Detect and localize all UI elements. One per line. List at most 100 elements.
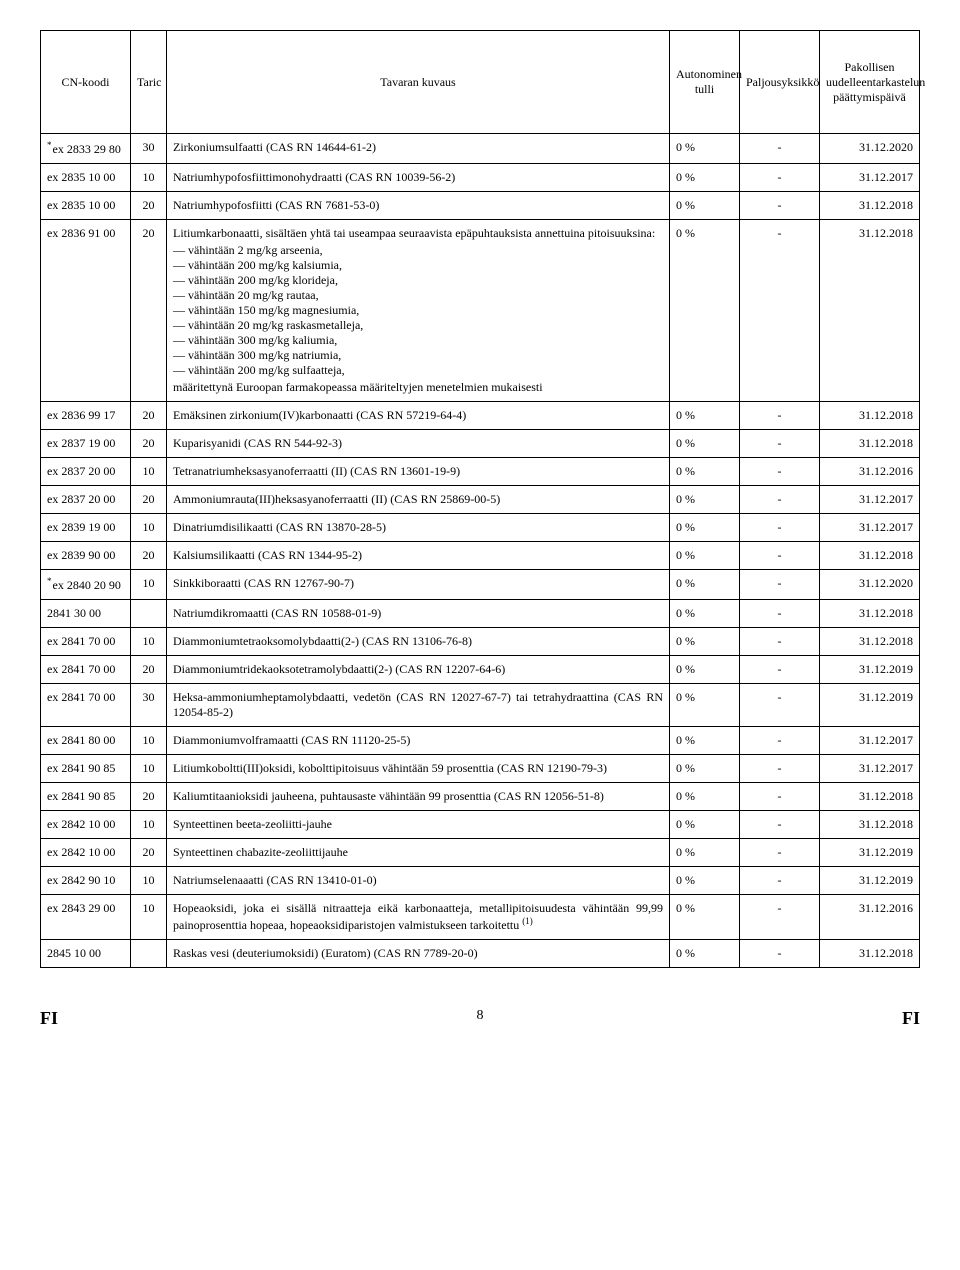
cell-taric: 10 [131,727,167,755]
table-row: ex 2836 99 1720Emäksinen zirkonium(IV)ka… [41,402,920,430]
table-row: ex 2833 29 8030Zirkoniumsulfaatti (CAS R… [41,134,920,164]
cell-description: Ammoniumrauta(III)heksasyanoferraatti (I… [167,486,670,514]
table-row: ex 2839 19 0010Dinatriumdisilikaatti (CA… [41,514,920,542]
table-header: CN-koodi Taric Tavaran kuvaus Autonomine… [41,31,920,134]
cell-cn: ex 2841 70 00 [41,628,131,656]
table-row: ex 2839 90 0020Kalsiumsilikaatti (CAS RN… [41,542,920,570]
cell-description: Synteettinen beeta-zeoliitti-jauhe [167,811,670,839]
cell-description: Natriumdikromaatti (CAS RN 10588-01-9) [167,600,670,628]
cell-paljous: - [740,134,820,164]
cell-description: Kuparisyanidi (CAS RN 544-92-3) [167,430,670,458]
cell-cn: ex 2842 90 10 [41,867,131,895]
cell-paljous: - [740,656,820,684]
table-body: ex 2833 29 8030Zirkoniumsulfaatti (CAS R… [41,134,920,968]
cell-paljous: - [740,628,820,656]
cell-taric: 10 [131,811,167,839]
cell-paljous: - [740,727,820,755]
header-date: Pakollisen uudelleentarkastelun päättymi… [820,31,920,134]
cell-date: 31.12.2020 [820,570,920,600]
cell-tulli: 0 % [670,514,740,542]
cell-cn: ex 2835 10 00 [41,192,131,220]
cell-tulli: 0 % [670,134,740,164]
cell-taric: 20 [131,839,167,867]
table-row: ex 2841 70 0020Diammoniumtridekaoksotetr… [41,656,920,684]
cell-date: 31.12.2019 [820,867,920,895]
cell-date: 31.12.2019 [820,839,920,867]
cell-taric: 10 [131,458,167,486]
cell-cn: ex 2841 80 00 [41,727,131,755]
cell-tulli: 0 % [670,600,740,628]
footer-right: FI [902,1008,920,1029]
cell-cn: ex 2843 29 00 [41,895,131,940]
cell-date: 31.12.2017 [820,486,920,514]
cell-date: 31.12.2018 [820,811,920,839]
cell-taric: 10 [131,867,167,895]
cell-description: Synteettinen chabazite-zeoliittijauhe [167,839,670,867]
cell-paljous: - [740,684,820,727]
cell-date: 31.12.2019 [820,684,920,727]
cell-cn: ex 2836 99 17 [41,402,131,430]
table-row: ex 2841 80 0010Diammoniumvolframaatti (C… [41,727,920,755]
cell-description: Dinatriumdisilikaatti (CAS RN 13870-28-5… [167,514,670,542]
table-row: ex 2842 90 1010Natriumselenaaatti (CAS R… [41,867,920,895]
table-row: ex 2841 70 0030Heksa-ammoniumheptamolybd… [41,684,920,727]
cell-cn: ex 2841 90 85 [41,783,131,811]
table-row: ex 2842 10 0010Synteettinen beeta-zeolii… [41,811,920,839]
cell-cn: ex 2841 70 00 [41,684,131,727]
cell-taric: 20 [131,220,167,402]
cell-paljous: - [740,839,820,867]
table-row: ex 2841 70 0010Diammoniumtetraoksomolybd… [41,628,920,656]
cell-date: 31.12.2018 [820,192,920,220]
table-row: ex 2842 10 0020Synteettinen chabazite-ze… [41,839,920,867]
table-row: ex 2835 10 0010Natriumhypofosfiittimonoh… [41,164,920,192]
footer-page: 8 [477,1008,484,1029]
cell-paljous: - [740,220,820,402]
cell-paljous: - [740,600,820,628]
cell-taric: 10 [131,895,167,940]
cell-paljous: - [740,164,820,192]
cell-tulli: 0 % [670,940,740,968]
cell-tulli: 0 % [670,570,740,600]
cell-date: 31.12.2017 [820,164,920,192]
tariff-table: CN-koodi Taric Tavaran kuvaus Autonomine… [40,30,920,968]
cell-tulli: 0 % [670,727,740,755]
cell-taric: 20 [131,402,167,430]
cell-paljous: - [740,192,820,220]
cell-date: 31.12.2017 [820,514,920,542]
cell-cn: ex 2837 19 00 [41,430,131,458]
cell-date: 31.12.2018 [820,542,920,570]
cell-tulli: 0 % [670,192,740,220]
table-row: ex 2835 10 0020Natriumhypofosfiitti (CAS… [41,192,920,220]
cell-tulli: 0 % [670,656,740,684]
cell-description: Hopeaoksidi, joka ei sisällä nitraatteja… [167,895,670,940]
cell-cn: ex 2839 19 00 [41,514,131,542]
cell-taric: 20 [131,783,167,811]
cell-date: 31.12.2018 [820,628,920,656]
cell-paljous: - [740,514,820,542]
table-row: 2841 30 00 Natriumdikromaatti (CAS RN 105… [41,600,920,628]
cell-cn: 2841 30 00 [41,600,131,628]
cell-date: 31.12.2018 [820,430,920,458]
cell-date: 31.12.2016 [820,458,920,486]
cell-tulli: 0 % [670,628,740,656]
cell-cn: ex 2837 20 00 [41,486,131,514]
cell-tulli: 0 % [670,430,740,458]
cell-taric: 20 [131,486,167,514]
cell-tulli: 0 % [670,867,740,895]
header-palj: Paljousyksikkö [740,31,820,134]
cell-date: 31.12.2018 [820,600,920,628]
cell-cn: ex 2841 70 00 [41,656,131,684]
table-row: ex 2841 90 8520Kaliumtitaanioksidi jauhe… [41,783,920,811]
cell-cn: ex 2839 90 00 [41,542,131,570]
cell-date: 31.12.2020 [820,134,920,164]
table-row: ex 2840 20 9010Sinkkiboraatti (CAS RN 12… [41,570,920,600]
cell-cn: ex 2837 20 00 [41,458,131,486]
cell-date: 31.12.2017 [820,755,920,783]
cell-taric: 20 [131,542,167,570]
cell-cn: 2845 10 00 [41,940,131,968]
cell-paljous: - [740,430,820,458]
cell-taric: 20 [131,430,167,458]
cell-tulli: 0 % [670,895,740,940]
table-row: ex 2837 19 0020Kuparisyanidi (CAS RN 544… [41,430,920,458]
cell-paljous: - [740,783,820,811]
